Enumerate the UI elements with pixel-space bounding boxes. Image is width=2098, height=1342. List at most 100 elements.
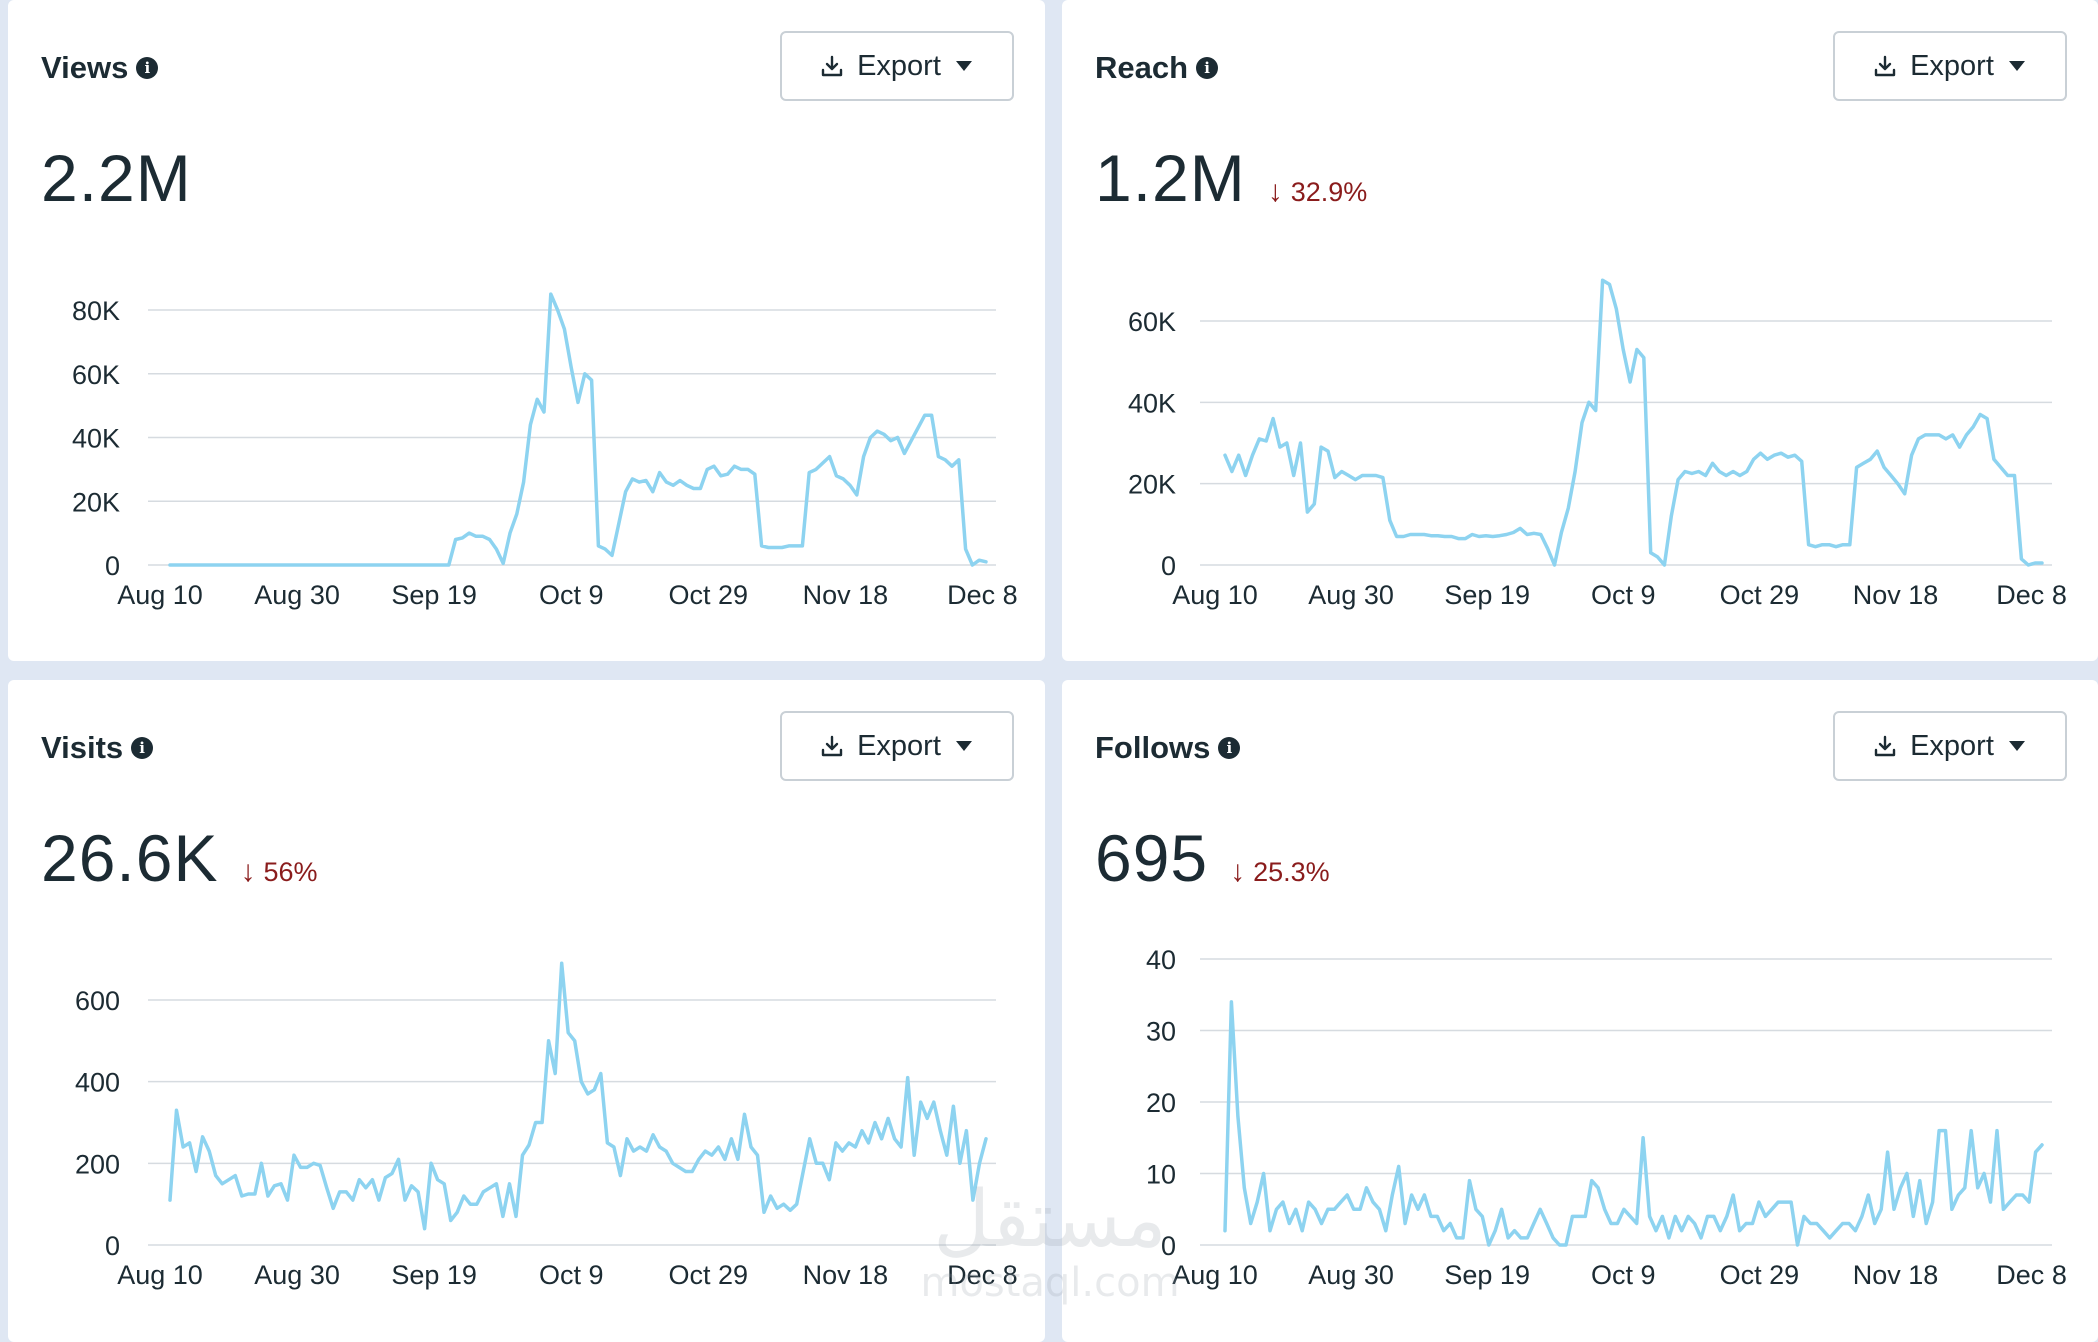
- views-chart: 0 20K 40K 60K 80K Aug 10 Aug 30 Sep 19 Oct 9 Oct …: [72, 292, 1018, 610]
- export-label: Export: [857, 49, 941, 82]
- x-tick-label: Oct 9: [1591, 580, 1656, 610]
- card-title: Follows i: [1095, 730, 1241, 766]
- metric-value: 2.2M: [41, 141, 192, 215]
- metric-delta-text: 56%: [263, 857, 318, 887]
- download-icon: [1874, 735, 1896, 757]
- caret-down-icon: [2008, 61, 2025, 71]
- x-tick-label: Nov 18: [803, 580, 889, 610]
- y-tick-label: 20K: [72, 487, 120, 517]
- arrow-down-icon: ↓: [1267, 175, 1283, 208]
- card-title-text: Follows: [1095, 730, 1211, 765]
- card-title: Visits i: [41, 730, 154, 766]
- follows-card: Follows i Export 695 ↓ 25.3% 0 10 20 30 40 Au…: [1062, 680, 2098, 1342]
- metric-value: 26.6K: [41, 821, 219, 895]
- y-tick-label: 80K: [72, 296, 120, 326]
- x-tick-label: Dec 8: [947, 1260, 1018, 1290]
- metric-value: 695: [1095, 821, 1209, 895]
- x-tick-label: Nov 18: [803, 1260, 889, 1290]
- x-tick-label: Dec 8: [947, 580, 1018, 610]
- series-line: [1223, 278, 2044, 567]
- x-tick-label: Oct 29: [1720, 1260, 1800, 1290]
- metric-delta: ↓ 32.9%: [1268, 175, 1368, 209]
- metric-summary: 695 ↓ 25.3%: [1095, 820, 1330, 896]
- x-tick-label: Aug 30: [254, 580, 340, 610]
- x-tick-label: Oct 29: [669, 580, 749, 610]
- download-icon: [821, 735, 843, 757]
- export-button[interactable]: Export: [1833, 711, 2067, 781]
- x-tick-label: Dec 8: [1996, 1260, 2067, 1290]
- x-tick-label: Oct 9: [1591, 1260, 1656, 1290]
- reach-card: Reach i Export 1.2M ↓ 32.9% 0 20K 40K 60K Au…: [1062, 0, 2098, 661]
- series-line: [168, 961, 988, 1231]
- y-tick-label: 0: [105, 551, 120, 581]
- info-icon[interactable]: i: [1196, 57, 1219, 79]
- metric-delta-text: 25.3%: [1253, 857, 1330, 887]
- x-tick-label: Oct 29: [1720, 580, 1800, 610]
- metric-value: 1.2M: [1095, 141, 1246, 215]
- caret-down-icon: [2008, 741, 2025, 751]
- arrow-down-icon: ↓: [1230, 855, 1246, 888]
- caret-down-icon: [955, 741, 972, 751]
- metric-summary: 1.2M ↓ 32.9%: [1095, 140, 1367, 216]
- y-tick-label: 60K: [72, 360, 120, 390]
- x-tick-label: Aug 30: [1308, 1260, 1394, 1290]
- y-tick-label: 40K: [72, 424, 120, 454]
- follows-chart: 0 10 20 30 40 Aug 10 Aug 30 Sep 19 Oct 9 Oct 29 No…: [1146, 945, 2067, 1290]
- export-label: Export: [857, 729, 941, 762]
- y-tick-label: 0: [1161, 551, 1176, 581]
- y-tick-label: 10: [1146, 1160, 1176, 1190]
- series-line: [168, 292, 988, 567]
- y-tick-label: 20K: [1128, 470, 1176, 500]
- export-label: Export: [1910, 729, 1994, 762]
- x-tick-label: Oct 9: [539, 1260, 604, 1290]
- x-tick-label: Nov 18: [1853, 1260, 1939, 1290]
- export-button[interactable]: Export: [780, 31, 1014, 101]
- export-button[interactable]: Export: [780, 711, 1014, 781]
- download-icon: [821, 55, 843, 77]
- y-tick-label: 400: [75, 1068, 120, 1098]
- series-line: [1223, 1000, 2044, 1247]
- info-icon[interactable]: i: [1218, 737, 1241, 759]
- x-tick-label: Aug 30: [1308, 580, 1394, 610]
- card-title: Views i: [41, 50, 159, 86]
- export-label: Export: [1910, 49, 1994, 82]
- export-button[interactable]: Export: [1833, 31, 2067, 101]
- x-tick-label: Sep 19: [391, 580, 477, 610]
- x-tick-label: Aug 10: [117, 1260, 203, 1290]
- x-tick-label: Aug 30: [254, 1260, 340, 1290]
- y-tick-label: 200: [75, 1149, 120, 1179]
- download-icon: [1874, 55, 1896, 77]
- caret-down-icon: [955, 61, 972, 71]
- x-tick-label: Aug 10: [1172, 580, 1258, 610]
- x-tick-label: Aug 10: [117, 580, 203, 610]
- y-tick-label: 60K: [1128, 307, 1176, 337]
- arrow-down-icon: ↓: [240, 855, 256, 888]
- info-icon[interactable]: i: [131, 737, 154, 759]
- x-tick-label: Oct 29: [669, 1260, 749, 1290]
- card-title-text: Reach: [1095, 50, 1189, 85]
- x-tick-label: Sep 19: [391, 1260, 477, 1290]
- visits-card: Visits i Export 26.6K ↓ 56% 0 200 400 600 Au…: [8, 680, 1045, 1342]
- y-tick-label: 30: [1146, 1017, 1176, 1047]
- x-tick-label: Nov 18: [1853, 580, 1939, 610]
- info-icon[interactable]: i: [136, 57, 159, 79]
- card-title-text: Views: [41, 50, 129, 85]
- metric-delta: ↓ 56%: [240, 855, 317, 889]
- x-tick-label: Sep 19: [1444, 580, 1530, 610]
- views-card: Views i Export 2.2M ↓ 0 20K 40K 60K 80K Aug 1…: [8, 0, 1045, 661]
- card-title: Reach i: [1095, 50, 1219, 86]
- reach-chart: 0 20K 40K 60K Aug 10 Aug 30 Sep 19 Oct 9 Oct 29 N…: [1128, 278, 2067, 610]
- y-tick-label: 40: [1146, 945, 1176, 975]
- y-tick-label: 0: [105, 1231, 120, 1261]
- metric-delta: ↓ 25.3%: [1230, 855, 1330, 889]
- x-tick-label: Oct 9: [539, 580, 604, 610]
- y-tick-label: 0: [1161, 1231, 1176, 1261]
- x-tick-label: Dec 8: [1996, 580, 2067, 610]
- metric-delta-text: 32.9%: [1290, 177, 1368, 207]
- visits-chart: 0 200 400 600 Aug 10 Aug 30 Sep 19 Oct 9 Oct 29 N…: [75, 961, 1018, 1290]
- metric-summary: 26.6K ↓ 56%: [41, 820, 318, 896]
- y-tick-label: 20: [1146, 1088, 1176, 1118]
- x-tick-label: Sep 19: [1444, 1260, 1530, 1290]
- y-tick-label: 40K: [1128, 388, 1176, 418]
